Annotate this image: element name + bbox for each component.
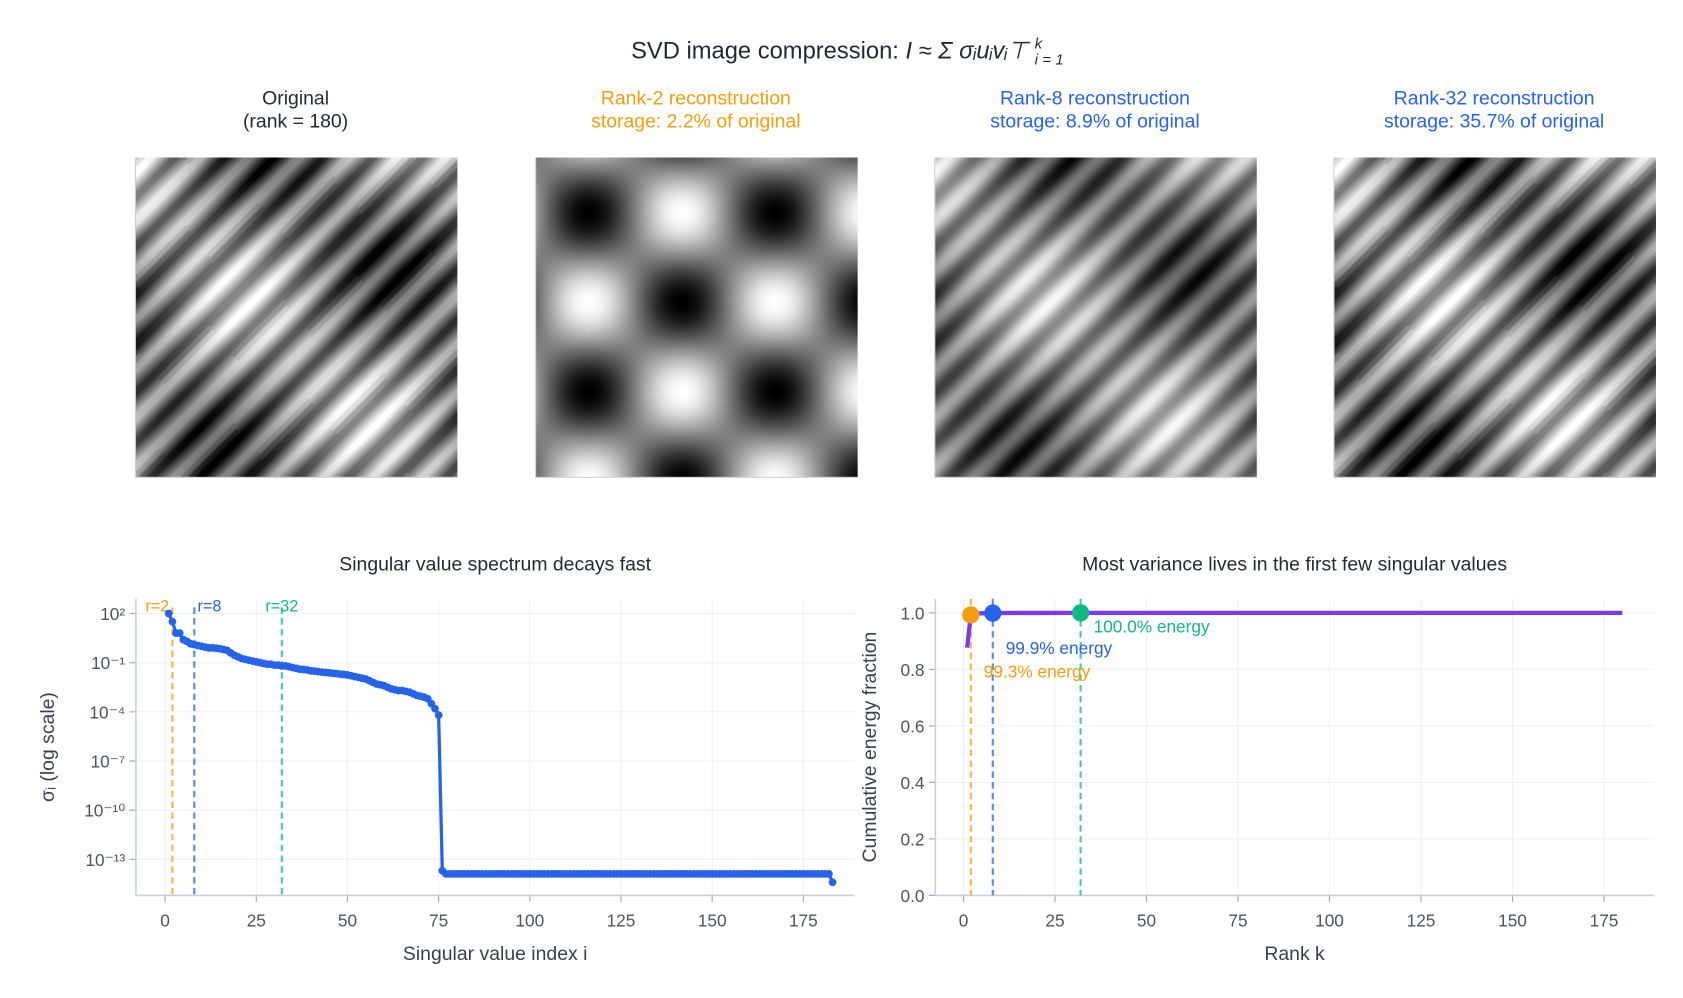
- y-tick-label: 10²: [100, 604, 125, 624]
- original-image: [134, 157, 458, 478]
- energy-marker: [1071, 604, 1090, 622]
- x-tick-label: 100: [1315, 911, 1344, 931]
- rank-marker-label: r=2: [145, 598, 169, 616]
- panel-title-line2: (rank = 180): [242, 110, 349, 132]
- y-tick-label: 0.8: [901, 660, 925, 680]
- y-tick-label: 0.6: [901, 716, 925, 736]
- x-tick-label: 25: [1045, 911, 1064, 931]
- rank-marker-label: r=32: [265, 598, 298, 616]
- y-tick-label: 10⁻⁴: [89, 702, 125, 722]
- x-tick-label: 0: [959, 911, 969, 931]
- title-text: SVD image compression:: [631, 36, 906, 64]
- x-tick-label: 25: [247, 911, 266, 931]
- x-tick-label: 100: [515, 911, 544, 931]
- spectrum-line: [167, 612, 835, 883]
- y-tick-label: 0.4: [901, 773, 925, 793]
- panel-title-line2: storage: 8.9% of original: [990, 110, 1200, 132]
- energy-marker-label: 99.9% energy: [1006, 638, 1113, 658]
- spectrum-point: [175, 629, 184, 638]
- energy-marker: [962, 606, 980, 624]
- x-tick-label: 175: [789, 911, 818, 931]
- rank-marker-label: r=8: [198, 598, 222, 616]
- y-tick-label: 1.0: [901, 603, 925, 623]
- plot-scatter: 0 25 50 75 100 125 150 175 10² 10⁻¹ 10⁻⁴ 10⁻⁷ 10⁻¹⁰ 1…: [37, 554, 855, 965]
- x-tick-label: 150: [1498, 911, 1527, 931]
- spectrum-point: [168, 617, 177, 626]
- plot-title: Most variance lives in the first few sin…: [1082, 554, 1507, 576]
- y-tick-label: 10⁻¹: [91, 653, 125, 673]
- panel-title-line2: storage: 35.7% of original: [1384, 110, 1605, 132]
- x-tick-label: 75: [1228, 911, 1247, 931]
- x-tick-label: 175: [1590, 911, 1619, 931]
- energy-marker-label: 100.0% energy: [1094, 616, 1210, 636]
- rank-8-image: [934, 157, 1257, 478]
- y-tick-label: 10⁻¹³: [85, 850, 125, 870]
- plot-line: 0 25 50 75 100 125 150 175 0.0 0.2 0.4 0.6 0.8 1.0 Mos…: [859, 554, 1654, 965]
- spectrum-point: [164, 609, 173, 618]
- x-tick-label: 125: [607, 911, 636, 931]
- sum-upper: k: [1034, 34, 1043, 52]
- panel-title-line1: Rank-2 reconstruction: [600, 87, 791, 109]
- spectrum-point: [434, 711, 443, 720]
- y-tick-label: 10⁻⁷: [91, 751, 126, 771]
- spectrum-point: [824, 869, 833, 878]
- x-tick-label: 75: [429, 911, 448, 931]
- spectrum-point: [431, 704, 439, 713]
- y-axis-label: Cumulative energy fraction: [859, 632, 881, 863]
- x-tick-label: 125: [1407, 911, 1436, 931]
- plot-title: Singular value spectrum decays fast: [339, 554, 651, 576]
- x-tick-label: 150: [698, 911, 727, 931]
- energy-marker-label: 99.3% energy: [984, 661, 1091, 681]
- y-tick-label: 0.0: [901, 886, 925, 906]
- panel-title-line1: Rank-8 reconstruction: [999, 87, 1190, 109]
- y-tick-label: 0.2: [901, 829, 925, 849]
- panel-title-line1: Rank-32 reconstruction: [1393, 87, 1595, 109]
- y-axis-label: σᵢ (log scale): [37, 692, 59, 802]
- x-axis-label: Rank k: [1264, 943, 1325, 965]
- x-axis-label: Singular value index i: [403, 943, 587, 965]
- title-formula: I ≈ Σ σᵢuᵢvᵢ⊤: [905, 36, 1029, 64]
- x-tick-label: 0: [160, 911, 170, 931]
- rank-32-image: [1333, 157, 1656, 478]
- energy-marker: [984, 604, 1002, 622]
- rank-2-image: [535, 157, 858, 478]
- sum-lower: i = 1: [1034, 50, 1064, 69]
- x-tick-label: 50: [338, 911, 357, 931]
- x-tick-label: 50: [1137, 911, 1156, 931]
- y-tick-label: 10⁻¹⁰: [84, 801, 125, 821]
- panel-title-line2: storage: 2.2% of original: [591, 110, 801, 132]
- panel-title-line1: Original: [262, 87, 330, 109]
- spectrum-point: [828, 878, 837, 887]
